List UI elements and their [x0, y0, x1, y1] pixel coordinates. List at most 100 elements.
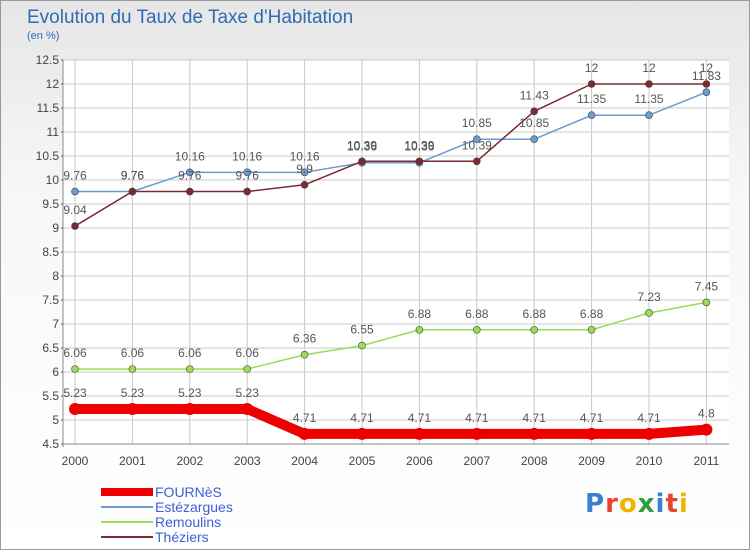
- data-point-remoulins: [530, 325, 539, 334]
- data-point-remoulins: [702, 298, 711, 307]
- data-label-theziers: 10.39: [404, 138, 434, 152]
- data-label-estezargues: 11.35: [634, 92, 663, 106]
- data-label-estezargues: 10.16: [232, 149, 262, 163]
- data-label-remoulins: 6.06: [121, 346, 145, 360]
- data-point-theziers: [243, 187, 251, 196]
- data-label-estezargues: 10.85: [462, 116, 492, 130]
- data-label-fournes: 5.23: [121, 386, 145, 400]
- data-label-fournes: 4.71: [408, 411, 432, 425]
- y-tick-label: 7.5: [42, 293, 59, 307]
- data-point-estezargues: [243, 168, 251, 177]
- series-line-theziers: [74, 83, 708, 227]
- data-label-remoulins: 6.88: [465, 307, 489, 321]
- data-point-fournes: [126, 402, 139, 415]
- data-point-theziers: [71, 222, 79, 230]
- data-point-fournes: [643, 427, 655, 440]
- data-point-theziers: [587, 80, 596, 88]
- data-point-estezargues: [702, 88, 711, 96]
- data-point-remoulins: [645, 309, 653, 317]
- legend-swatch-theziers: [101, 536, 153, 538]
- data-label-fournes: 4.8: [698, 407, 715, 421]
- data-label-theziers: 10.39: [347, 138, 377, 152]
- data-point-fournes: [356, 427, 368, 440]
- data-point-theziers: [530, 107, 539, 116]
- data-point-remoulins: [71, 365, 79, 373]
- data-label-theziers: 12: [585, 61, 599, 75]
- data-point-estezargues: [472, 135, 481, 143]
- proxiti-logo: Proxiti: [585, 489, 689, 519]
- y-tick-label: 5.5: [42, 389, 59, 403]
- y-tick-label: 11.5: [37, 101, 60, 115]
- data-label-remoulins: 6.36: [293, 332, 317, 346]
- y-tick-label: 12.5: [36, 53, 60, 67]
- data-point-fournes: [585, 427, 598, 440]
- data-point-theziers: [186, 187, 194, 196]
- data-point-theziers: [472, 157, 481, 166]
- y-tick-label: 4.5: [42, 437, 59, 451]
- x-tick-label: 2011: [693, 454, 719, 468]
- series-line-fournes: [70, 403, 712, 439]
- data-point-estezargues: [645, 111, 653, 119]
- data-label-remoulins: 6.06: [63, 346, 87, 360]
- y-tick-label: 12: [46, 77, 60, 91]
- y-tick-label: 9: [52, 221, 59, 235]
- x-tick-label: 2002: [176, 454, 203, 468]
- data-label-fournes: 5.23: [178, 386, 202, 400]
- data-point-remoulins: [358, 341, 366, 350]
- data-point-theziers: [128, 187, 137, 196]
- data-label-theziers: 12: [642, 61, 656, 75]
- data-label-remoulins: 6.06: [178, 346, 202, 360]
- data-label-fournes: 4.71: [293, 411, 317, 425]
- data-label-estezargues: 11.83: [692, 69, 721, 83]
- data-label-estezargues: 10.36: [347, 140, 377, 154]
- data-label-estezargues: 10.36: [404, 140, 434, 154]
- y-tick-label: 6: [52, 365, 59, 379]
- data-label-theziers: 12: [700, 61, 714, 75]
- data-point-fournes: [69, 402, 81, 415]
- data-label-fournes: 4.71: [465, 411, 489, 425]
- data-label-remoulins: 6.88: [580, 307, 604, 321]
- data-label-fournes: 5.23: [63, 386, 87, 400]
- data-label-theziers: 11.43: [520, 88, 549, 102]
- data-label-remoulins: 6.55: [350, 323, 374, 337]
- data-point-estezargues: [186, 168, 194, 177]
- data-point-theziers: [702, 80, 711, 88]
- y-tick-label: 7: [52, 317, 59, 331]
- data-label-estezargues: 10.16: [175, 149, 205, 163]
- series-line-estezargues: [74, 91, 708, 193]
- data-point-remoulins: [128, 365, 137, 373]
- chart-title: Evolution du Taux de Taxe d'Habitation: [27, 7, 354, 28]
- legend-label-estezargues: Estézargues: [155, 499, 233, 515]
- data-point-fournes: [470, 427, 483, 440]
- y-tick-label: 10.5: [36, 149, 60, 163]
- data-point-theziers: [358, 157, 366, 166]
- data-point-fournes: [241, 402, 254, 415]
- legend-label-fournes: FOURNèS: [155, 484, 222, 500]
- data-label-theziers: 10.39: [462, 138, 492, 152]
- legend-swatch-remoulins: [101, 521, 153, 523]
- y-tick-label: 10: [46, 173, 60, 187]
- data-label-estezargues: 9.76: [63, 169, 87, 183]
- x-tick-label: 2009: [578, 454, 605, 468]
- data-label-fournes: 4.71: [523, 411, 547, 425]
- data-point-fournes: [700, 423, 713, 436]
- y-tick-label: 11: [47, 125, 60, 139]
- data-label-remoulins: 7.45: [695, 279, 719, 293]
- legend-swatch-estezargues: [101, 506, 153, 508]
- data-point-remoulins: [243, 365, 251, 373]
- data-point-remoulins: [587, 325, 596, 334]
- data-point-fournes: [183, 402, 196, 415]
- data-point-remoulins: [472, 325, 481, 334]
- x-tick-label: 2008: [521, 454, 548, 468]
- data-point-estezargues: [530, 135, 539, 143]
- legend-swatch-fournes: [101, 488, 153, 496]
- x-tick-label: 2001: [119, 454, 146, 468]
- data-label-theziers: 9.04: [63, 203, 87, 217]
- data-label-fournes: 4.71: [637, 411, 661, 425]
- x-tick-label: 2005: [349, 454, 376, 468]
- data-point-remoulins: [186, 365, 194, 373]
- data-label-remoulins: 6.06: [236, 346, 260, 360]
- x-tick-label: 2006: [406, 454, 433, 468]
